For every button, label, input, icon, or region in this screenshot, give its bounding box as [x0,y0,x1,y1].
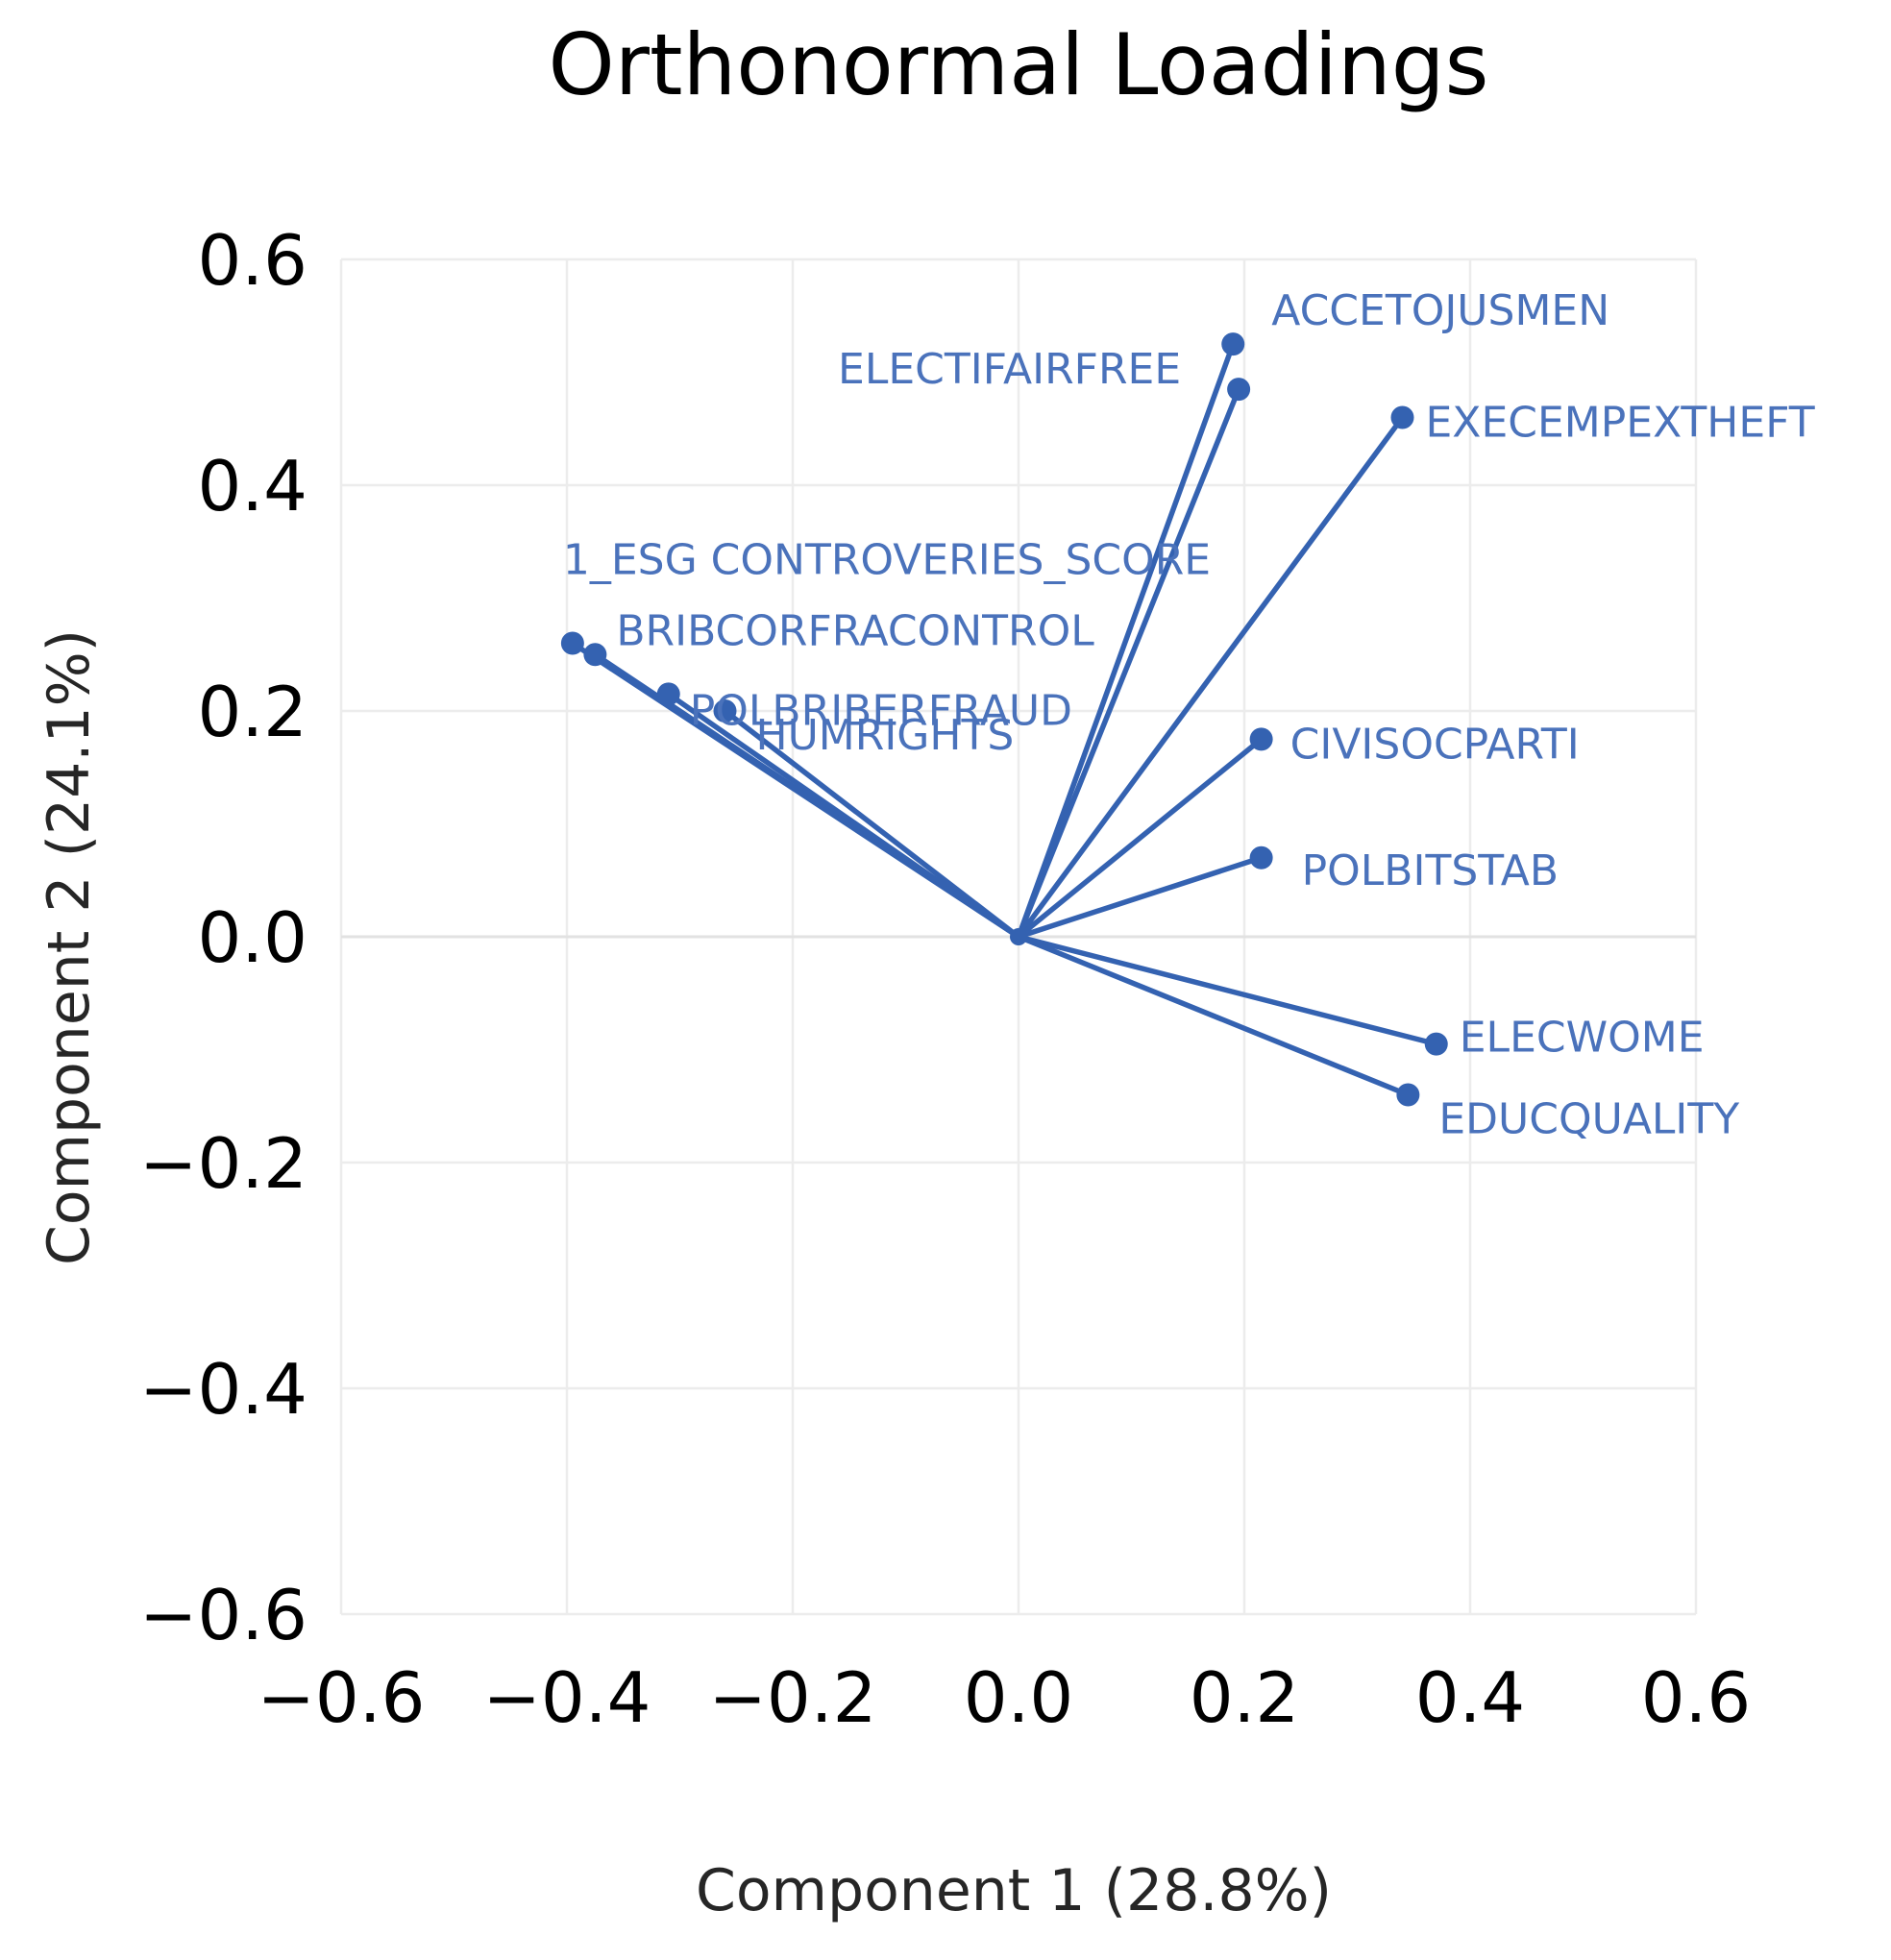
loading-label: POLBITSTAB [1302,846,1559,895]
chart-title: Orthonormal Loadings [549,15,1489,114]
loading-point [1249,727,1273,751]
loading-vector [1016,934,1412,1098]
loading-labels: ACCETOJUSMEN ELECTIFAIRFREE EXECEMPEXTHEFT… [563,286,1815,1143]
loading-label: EDUCQUALITY [1438,1095,1739,1144]
loading-vector [1016,736,1265,940]
loading-label: ACCETOJUSMEN [1271,286,1609,335]
loading-label: 1_ESG CONTROVERIES_SCORE [563,536,1211,585]
grid [339,257,1698,1616]
origin-point [1010,928,1027,945]
x-tick-label: −0.2 [709,1657,877,1738]
x-tick-label: 0.4 [1415,1657,1526,1738]
y-axis-label: Component 2 (24.1%) [36,629,103,1265]
x-axis-label: Component 1 (28.8%) [696,1857,1332,1924]
loading-label: HUMRIGHTS [756,711,1015,760]
loading-vector [1016,386,1241,940]
loading-point [1249,845,1273,870]
x-axis-ticks: −0.6 −0.4 −0.2 0.0 0.2 0.4 0.6 [258,1657,1752,1738]
loading-vector [722,708,1021,940]
x-tick-label: 0.0 [964,1657,1074,1738]
loading-point [1221,332,1245,356]
loading-point [1396,1083,1420,1107]
x-tick-label: 0.6 [1641,1657,1752,1738]
y-tick-label: −0.2 [139,1123,307,1204]
loading-point [1390,405,1414,429]
y-tick-label: 0.2 [197,672,307,752]
y-tick-label: −0.6 [139,1575,307,1655]
x-tick-label: −0.4 [483,1657,651,1738]
x-tick-label: 0.2 [1190,1657,1300,1738]
loading-point [713,699,737,723]
loading-point [656,682,680,706]
y-axis-ticks: 0.6 0.4 0.2 0.0 −0.2 −0.4 −0.6 [139,220,307,1655]
loading-point [1424,1032,1448,1056]
y-tick-label: 0.4 [197,446,307,527]
loading-label: ELECTIFAIRFREE [838,345,1181,394]
y-tick-label: 0.0 [197,897,307,978]
loading-vector [1016,934,1439,1047]
loading-label: EXECEMPEXTHEFT [1426,399,1815,448]
y-tick-label: 0.6 [197,220,307,301]
loading-point [583,643,607,667]
loading-label: ELECWOME [1460,1014,1705,1063]
loading-label: POLBRIBERFRAUD [690,686,1072,735]
loading-vector [1016,341,1236,940]
loading-point [560,631,584,655]
loading-vectors [560,332,1448,1107]
y-tick-label: −0.4 [139,1349,307,1430]
x-tick-label: −0.6 [258,1657,426,1738]
loading-label: CIVISOCPARTI [1290,720,1580,769]
loading-label: BRIBCORFRACONTROL [616,606,1094,655]
loading-vector [1016,855,1265,940]
loading-vector [666,691,1021,940]
loading-point [1227,378,1251,402]
loading-vector [1016,414,1406,940]
